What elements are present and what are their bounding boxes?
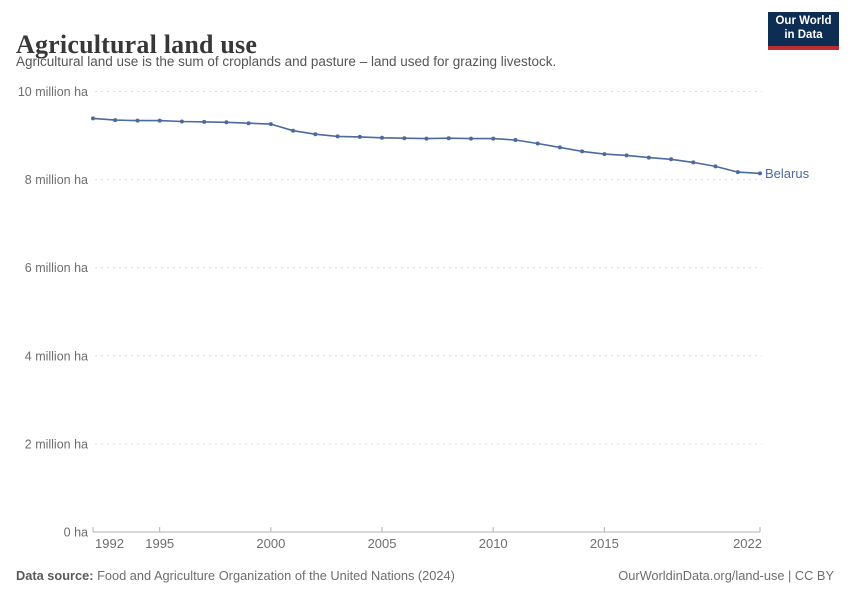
data-point (691, 160, 696, 165)
data-point (713, 164, 718, 169)
chart-subtitle: Agricultural land use is the sum of crop… (16, 54, 557, 69)
trend-line (92, 117, 761, 175)
data-point (402, 136, 407, 141)
data-point (669, 157, 674, 162)
series-end-label: Belarus (765, 166, 810, 181)
data-point (758, 171, 762, 176)
data-point (313, 132, 318, 137)
data-point (179, 119, 184, 124)
footer-url-license: OurWorldinData.org/land-use | CC BY (618, 568, 834, 583)
x-tick-label: 2005 (368, 536, 397, 551)
data-point (113, 118, 118, 123)
y-tick-label: 0 ha (64, 526, 88, 540)
data-source-text: Food and Agriculture Organization of the… (93, 568, 455, 583)
data-point (357, 134, 362, 139)
x-tick-label: 2000 (256, 536, 285, 551)
data-point (580, 149, 585, 154)
x-tick-label: 2010 (479, 536, 508, 551)
data-point (424, 136, 429, 141)
data-point (291, 128, 296, 133)
y-tick-label: 8 million ha (25, 173, 88, 187)
owid-logo-line1: Our World (775, 15, 832, 28)
data-point (335, 134, 340, 139)
y-tick-label: 10 million ha (18, 85, 88, 99)
x-tick-label: 2015 (590, 536, 619, 551)
data-point (469, 136, 473, 141)
data-source-label: Data source: (16, 568, 94, 583)
data-point (268, 122, 273, 127)
data-point (491, 136, 496, 141)
data-point (602, 152, 607, 157)
x-tick-label: 2022 (733, 536, 762, 551)
data-point (135, 118, 140, 123)
data-point (91, 116, 95, 121)
data-point (735, 170, 740, 175)
owid-logo: Our World in Data (768, 12, 839, 50)
data-point (624, 153, 629, 158)
x-tick-label: 1995 (145, 536, 174, 551)
data-point (557, 145, 562, 150)
data-point (246, 121, 251, 126)
y-tick-label: 6 million ha (25, 261, 88, 275)
y-tick-label: 4 million ha (25, 349, 88, 363)
x-tick-label: 1992 (95, 536, 124, 551)
data-point (157, 118, 162, 123)
chart-title: Agricultural land use (16, 30, 258, 60)
data-point (224, 120, 229, 125)
data-point (380, 135, 384, 140)
data-point (513, 138, 518, 142)
owid-logo-line2: in Data (784, 29, 823, 41)
y-tick-label: 2 million ha (25, 437, 88, 451)
data-point (535, 141, 540, 146)
data-point (646, 155, 651, 160)
data-point (202, 119, 207, 124)
data-source-note: Data source: Food and Agriculture Organi… (16, 568, 455, 583)
data-point (446, 136, 451, 141)
chart-footer: Data source: Food and Agriculture Organi… (16, 568, 834, 583)
